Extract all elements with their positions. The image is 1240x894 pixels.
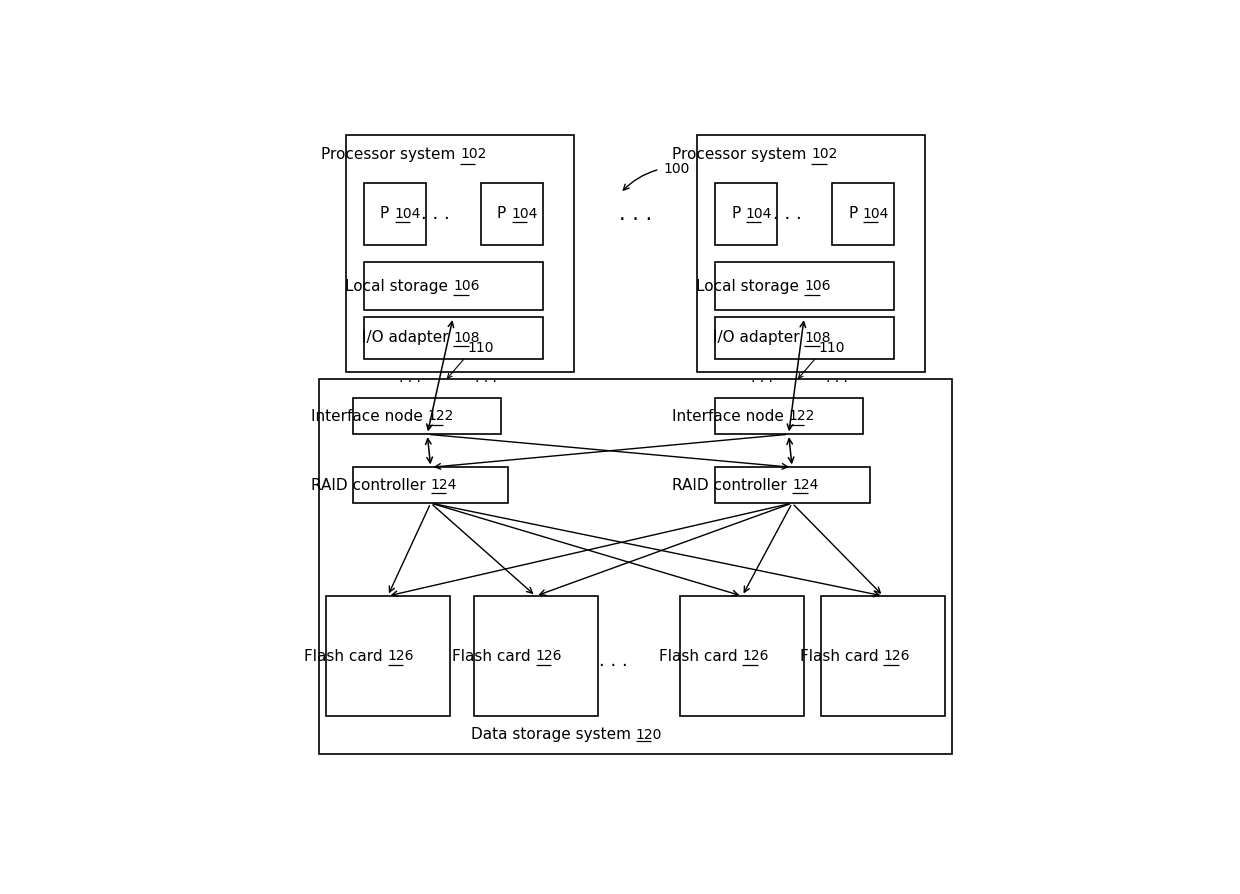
Text: . . .: . . . bbox=[475, 371, 497, 384]
Text: Interface node: Interface node bbox=[310, 409, 428, 424]
Text: P: P bbox=[497, 207, 512, 222]
Text: 124: 124 bbox=[430, 478, 458, 493]
Text: 104: 104 bbox=[863, 207, 889, 221]
Text: I/O adapter: I/O adapter bbox=[362, 331, 453, 345]
Text: I/O adapter: I/O adapter bbox=[713, 331, 805, 345]
Text: . . .: . . . bbox=[619, 204, 652, 224]
Text: 104: 104 bbox=[512, 207, 538, 221]
Text: . . .: . . . bbox=[422, 205, 450, 223]
Text: . . .: . . . bbox=[399, 371, 422, 384]
Text: . . .: . . . bbox=[599, 653, 627, 670]
Text: 126: 126 bbox=[743, 649, 769, 663]
Bar bbox=[714, 183, 776, 245]
Bar bbox=[714, 262, 894, 310]
Text: 126: 126 bbox=[536, 649, 562, 663]
Text: 102: 102 bbox=[460, 148, 486, 161]
Text: 122: 122 bbox=[428, 409, 454, 424]
Bar bbox=[832, 183, 894, 245]
Text: 100: 100 bbox=[663, 162, 689, 176]
Text: . . .: . . . bbox=[750, 371, 773, 384]
Text: Flash card: Flash card bbox=[304, 649, 388, 663]
Text: 124: 124 bbox=[792, 478, 818, 493]
Text: Data storage system: Data storage system bbox=[471, 727, 635, 742]
Bar bbox=[481, 183, 543, 245]
Text: 102: 102 bbox=[811, 148, 837, 161]
Bar bbox=[326, 596, 450, 716]
Text: 122: 122 bbox=[789, 409, 815, 424]
Bar bbox=[714, 399, 863, 434]
Text: P: P bbox=[732, 207, 745, 222]
Text: P: P bbox=[381, 207, 394, 222]
Text: RAID controller: RAID controller bbox=[311, 477, 430, 493]
Text: P: P bbox=[848, 207, 863, 222]
Bar bbox=[346, 135, 574, 372]
Text: 110: 110 bbox=[818, 342, 846, 355]
Text: Local storage: Local storage bbox=[345, 279, 453, 294]
Bar bbox=[353, 468, 508, 503]
Text: 106: 106 bbox=[453, 279, 480, 293]
Text: 110: 110 bbox=[467, 342, 494, 355]
Text: 108: 108 bbox=[805, 331, 831, 345]
Text: . . .: . . . bbox=[826, 371, 848, 384]
Bar bbox=[319, 379, 952, 755]
Text: Local storage: Local storage bbox=[697, 279, 805, 294]
Text: 108: 108 bbox=[453, 331, 480, 345]
Text: Processor system: Processor system bbox=[672, 148, 811, 162]
Bar bbox=[363, 183, 425, 245]
Text: 126: 126 bbox=[388, 649, 414, 663]
Text: Processor system: Processor system bbox=[321, 148, 460, 162]
Text: Flash card: Flash card bbox=[658, 649, 743, 663]
Bar bbox=[714, 468, 869, 503]
Bar bbox=[681, 596, 805, 716]
Text: RAID controller: RAID controller bbox=[672, 477, 792, 493]
Text: 104: 104 bbox=[745, 207, 773, 221]
Bar bbox=[363, 262, 543, 310]
Text: 104: 104 bbox=[394, 207, 420, 221]
Text: . . .: . . . bbox=[773, 205, 801, 223]
Bar bbox=[353, 399, 501, 434]
Bar bbox=[714, 317, 894, 358]
Text: Interface node: Interface node bbox=[672, 409, 789, 424]
Text: Flash card: Flash card bbox=[453, 649, 536, 663]
Text: 126: 126 bbox=[883, 649, 910, 663]
Text: 106: 106 bbox=[805, 279, 831, 293]
Text: Flash card: Flash card bbox=[800, 649, 883, 663]
Bar bbox=[474, 596, 598, 716]
Bar bbox=[821, 596, 945, 716]
Text: 120: 120 bbox=[635, 728, 662, 742]
Bar bbox=[697, 135, 925, 372]
Bar bbox=[363, 317, 543, 358]
